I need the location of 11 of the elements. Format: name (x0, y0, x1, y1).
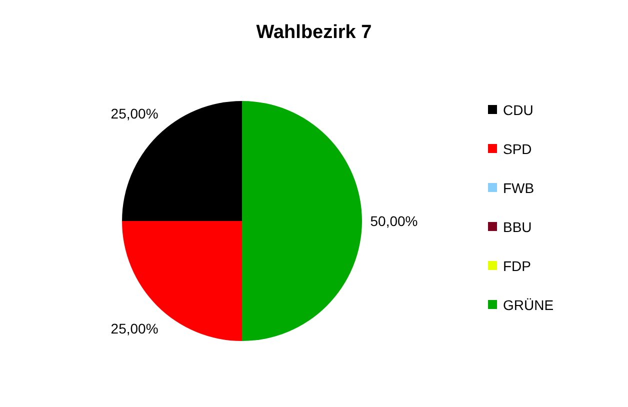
legend-label: FWB (503, 180, 534, 196)
data-label: 50,00% (370, 212, 418, 229)
legend-label: GRÜNE (503, 296, 554, 313)
data-label: 25,00% (110, 320, 158, 336)
data-label: 25,00% (110, 105, 158, 122)
pie-slice (242, 101, 362, 341)
legend-label: SPD (503, 140, 532, 157)
legend-label: FDP (503, 258, 531, 274)
legend-label: BBU (503, 218, 532, 235)
legend-label: CDU (503, 102, 534, 118)
chart-title: Wahlbezirk 7 (256, 22, 372, 43)
